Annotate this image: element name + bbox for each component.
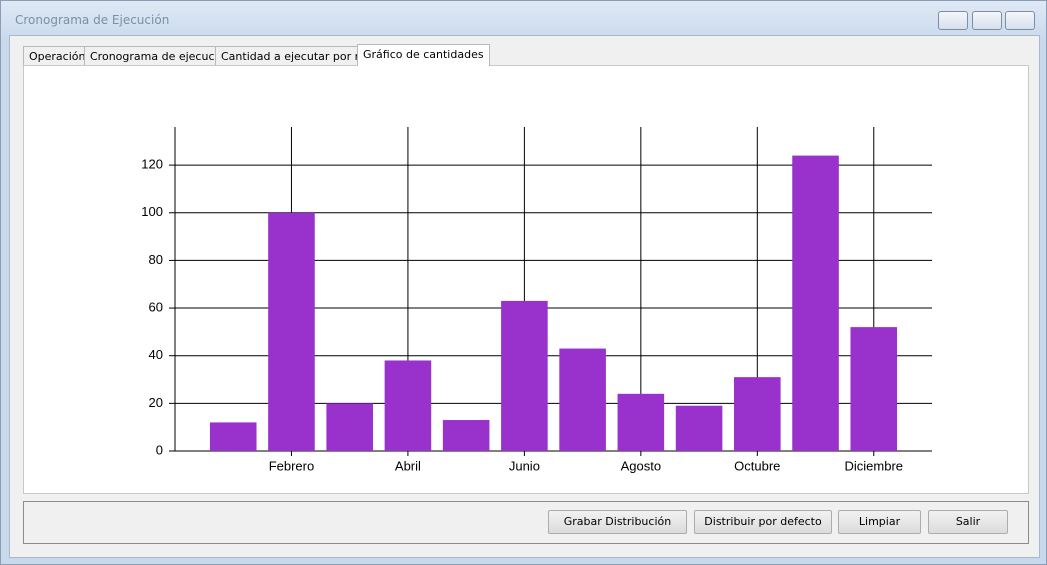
chart: 0 20 40 60 80 100 120 Febrero Abril Junio Agosto Oc… [141, 127, 932, 473]
button-bar: Grabar Distribución Distribuir por defec… [23, 501, 1029, 544]
button[interactable]: Distribuir por defecto [694, 510, 832, 534]
y-tick-label: 60 [149, 299, 163, 314]
y-tick-label: 120 [141, 157, 163, 172]
bar [559, 348, 606, 451]
x-tick-label: Octubre [734, 458, 780, 473]
bar [442, 420, 490, 451]
y-tick-label: 40 [149, 347, 163, 362]
x-tick-label: Agosto [621, 458, 661, 473]
maximize-button[interactable] [972, 11, 1002, 30]
bar [850, 327, 898, 451]
tab[interactable]: Cronograma de ejecución [84, 46, 238, 66]
bar [384, 360, 432, 451]
bar [734, 377, 781, 451]
client-area: Operación Cronograma de ejecución Cantid… [9, 35, 1040, 558]
y-tick-label: 80 [149, 252, 163, 267]
y-tick-label: 100 [141, 204, 163, 219]
button[interactable]: Salir [928, 510, 1008, 534]
bar [209, 422, 257, 451]
x-tick-label: Abril [395, 458, 421, 473]
window-title: Cronograma de Ejecución [15, 13, 170, 27]
x-tick-label: Diciembre [845, 458, 904, 473]
bar [792, 155, 839, 451]
bar [501, 300, 548, 451]
tab-active[interactable]: Gráfico de cantidades [357, 44, 490, 66]
close-button[interactable] [1005, 11, 1035, 30]
button[interactable]: Grabar Distribución [548, 510, 687, 534]
y-tick-label: 20 [149, 395, 163, 410]
bar [268, 212, 315, 451]
button[interactable]: Limpiar [838, 510, 921, 534]
chart-panel: 0 20 40 60 80 100 120 Febrero Abril Junio Agosto Oc… [23, 65, 1029, 494]
bar [617, 393, 665, 451]
tab[interactable]: Cantidad a ejecutar por mes [215, 46, 384, 66]
bar [675, 405, 723, 451]
minimize-button[interactable] [938, 11, 968, 30]
x-tick-label: Junio [509, 458, 540, 473]
x-tick-label: Febrero [269, 458, 315, 473]
bar [326, 403, 373, 451]
y-tick-label: 0 [156, 442, 163, 457]
tab[interactable]: Operación [23, 46, 92, 66]
